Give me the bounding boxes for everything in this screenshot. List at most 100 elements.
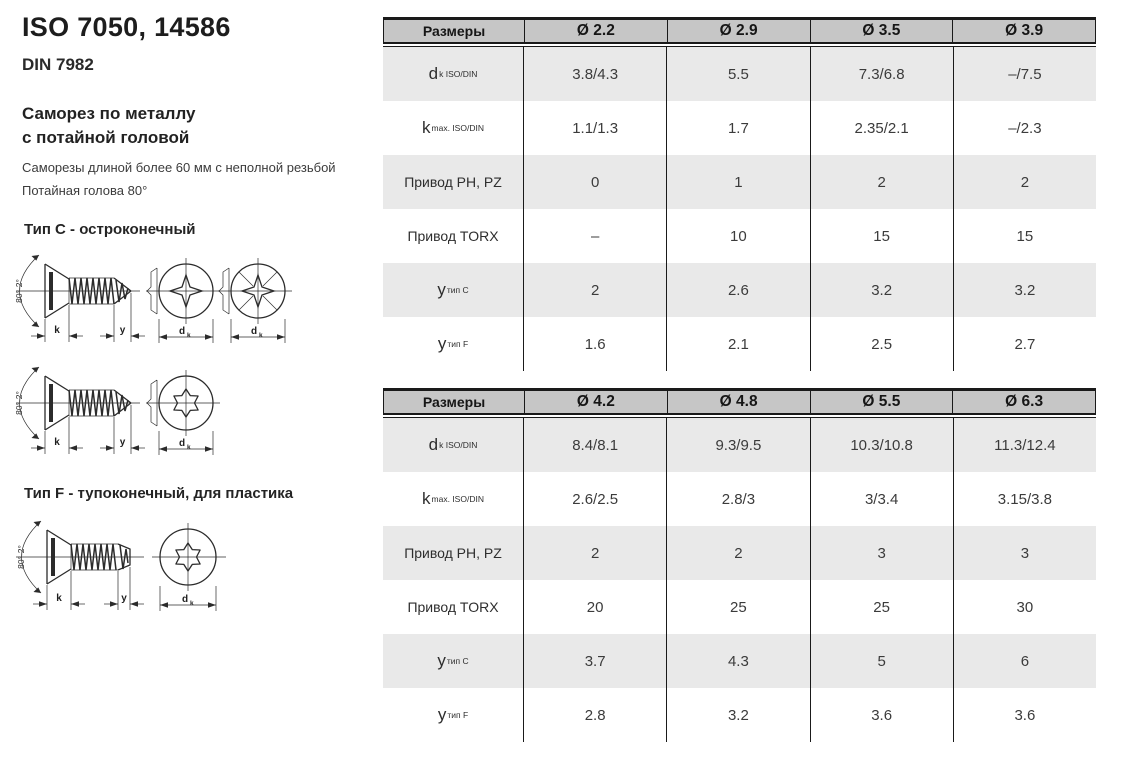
value-cell: 11.3/12.4 xyxy=(952,418,1096,472)
value-cell: 2.35/2.1 xyxy=(809,101,953,155)
value-cell: –/7.5 xyxy=(952,47,1096,101)
row-label-main: Привод PH, PZ xyxy=(404,545,502,561)
value-cell: 15 xyxy=(952,209,1096,263)
value-cell: 3.7 xyxy=(523,634,666,688)
diameter-column-header: Ø 3.5 xyxy=(809,20,953,42)
value-cell: 15 xyxy=(809,209,953,263)
value-cell: 2 xyxy=(666,526,809,580)
value-cell: 10 xyxy=(666,209,809,263)
row-label: Привод TORX xyxy=(383,209,523,263)
table-row: y тип C 2 2.6 3.2 3.2 xyxy=(383,263,1096,317)
row-label-subscript: max. ISO/DIN xyxy=(431,122,484,133)
value-cell: 9.3/9.5 xyxy=(666,418,809,472)
screw-side-view: 80°-2° xyxy=(16,520,144,594)
value-cell: 2.5 xyxy=(809,317,953,371)
product-description-line2: Потайная голова 80° xyxy=(22,183,148,198)
value-cell: –/2.3 xyxy=(952,101,1096,155)
dk-dimension-sub: k xyxy=(190,600,194,607)
product-name-line1: Саморез по металлу xyxy=(22,104,196,123)
table-row: y тип C 3.7 4.3 5 6 xyxy=(383,634,1096,688)
value-cell: 10.3/10.8 xyxy=(809,418,953,472)
sizes-column-header: Размеры xyxy=(422,394,486,410)
k-dimension: k xyxy=(31,305,83,342)
value-cell: 3 xyxy=(809,526,953,580)
type-c-ph-pz-drawing: 80°-2° k xyxy=(14,254,292,343)
value-cell: 2 xyxy=(523,526,666,580)
angle-dimension-label: 80°-2° xyxy=(14,391,24,415)
diameter-column-header: Ø 2.2 xyxy=(524,20,667,42)
row-label-subscript: тип C xyxy=(446,284,469,295)
value-cell: 3.2 xyxy=(809,263,953,317)
value-cell: 2 xyxy=(952,155,1096,209)
value-cell: 2.6 xyxy=(666,263,809,317)
dimension-tables: Размеры Ø 2.2 Ø 2.9 Ø 3.5 Ø 3.9 d k ISO/DIN 3.8… xyxy=(383,17,1096,759)
dk-dimension: d k xyxy=(159,586,217,611)
dk-dimension-sub: k xyxy=(187,332,191,339)
dimension-table-large-diameters: Размеры Ø 4.2 Ø 4.8 Ø 5.5 Ø 6.3 d k ISO/DIN 8.4… xyxy=(383,388,1096,742)
row-label: Привод PH, PZ xyxy=(383,155,523,209)
dk-dimension: d k xyxy=(158,319,214,343)
diameter-column-header: Ø 4.8 xyxy=(666,391,810,413)
diameter-column-header: Ø 3.9 xyxy=(952,20,1095,42)
row-label-main: Привод TORX xyxy=(407,599,499,615)
dk-dimension-sub: k xyxy=(187,444,191,451)
row-label-subscript: тип C xyxy=(446,655,469,666)
row-label-main: y xyxy=(437,651,446,670)
pz-recess-head-view: d k xyxy=(218,258,292,343)
left-panel: ISO 7050, 14586 DIN 7982 Саморез по мета… xyxy=(12,0,384,753)
dk-dimension-label: d xyxy=(179,326,185,337)
pozidriv-recess-icon xyxy=(239,272,277,310)
value-cell: 2.7 xyxy=(952,317,1096,371)
y-dimension: y xyxy=(100,405,145,454)
sizes-column-header: Размеры xyxy=(422,23,486,39)
phillips-recess-icon xyxy=(167,272,205,310)
row-label: k max. ISO/DIN xyxy=(383,101,523,155)
value-cell: 5.5 xyxy=(666,47,809,101)
value-cell: 2 xyxy=(809,155,953,209)
y-dimension: y xyxy=(104,567,144,610)
row-label-subscript: k ISO/DIN xyxy=(439,68,478,79)
type-f-torx-drawing: 80°-2° k xyxy=(16,520,226,611)
row-label: Привод TORX xyxy=(383,580,523,634)
k-dimension-label: k xyxy=(54,325,60,336)
diameter-column-header: Ø 4.2 xyxy=(524,391,667,413)
dk-dimension-label: d xyxy=(179,438,185,449)
table-row: Привод TORX –10 15 15 xyxy=(383,209,1096,263)
ph-recess-head-view: d k xyxy=(146,258,220,343)
type-c-torx-drawing: 80°-2° k xyxy=(14,366,220,455)
row-label-main: k xyxy=(422,489,431,508)
value-cell: 2.8/3 xyxy=(666,472,809,526)
dimension-table-small-diameters: Размеры Ø 2.2 Ø 2.9 Ø 3.5 Ø 3.9 d k ISO/DIN 3.8… xyxy=(383,17,1096,371)
row-label-main: k xyxy=(422,118,431,137)
angle-dimension-label: 80°-2° xyxy=(16,545,26,569)
dk-dimension: d k xyxy=(230,319,286,343)
value-cell: – xyxy=(523,209,666,263)
table-row: k max. ISO/DIN 2.6/2.5 2.8/3 3/3.4 3.15/3.8 xyxy=(383,472,1096,526)
value-cell: 0 xyxy=(523,155,666,209)
y-dimension-label: y xyxy=(120,325,126,336)
table-header-row: Размеры Ø 4.2 Ø 4.8 Ø 5.5 Ø 6.3 xyxy=(383,388,1096,415)
table-row: k max. ISO/DIN 1.1/1.3 1.7 2.35/2.1 –/2.3 xyxy=(383,101,1096,155)
row-label: y тип C xyxy=(383,634,523,688)
type-f-heading: Тип F - тупоконечный, для пластика xyxy=(24,485,294,502)
product-description-line1: Саморезы длиной более 60 мм с неполной р… xyxy=(22,160,336,175)
row-label-subscript: k ISO/DIN xyxy=(439,439,478,450)
value-cell: 3.6 xyxy=(952,688,1096,742)
row-label-main: Привод PH, PZ xyxy=(404,174,502,190)
value-cell: 2 xyxy=(523,263,666,317)
y-dimension-label: y xyxy=(121,593,127,604)
k-dimension-label: k xyxy=(54,437,60,448)
header-divider xyxy=(383,44,1096,46)
table-row: y тип F 1.6 2.1 2.5 2.7 xyxy=(383,317,1096,371)
dk-dimension-label: d xyxy=(182,594,188,605)
row-label-main: d xyxy=(428,64,439,83)
value-cell: 8.4/8.1 xyxy=(523,418,666,472)
diameter-column-header: Ø 6.3 xyxy=(952,391,1095,413)
product-name-line2: с потайной головой xyxy=(22,128,190,147)
value-cell: 3.2 xyxy=(952,263,1096,317)
diameter-column-header: Ø 2.9 xyxy=(666,20,810,42)
value-cell: 3.15/3.8 xyxy=(952,472,1096,526)
